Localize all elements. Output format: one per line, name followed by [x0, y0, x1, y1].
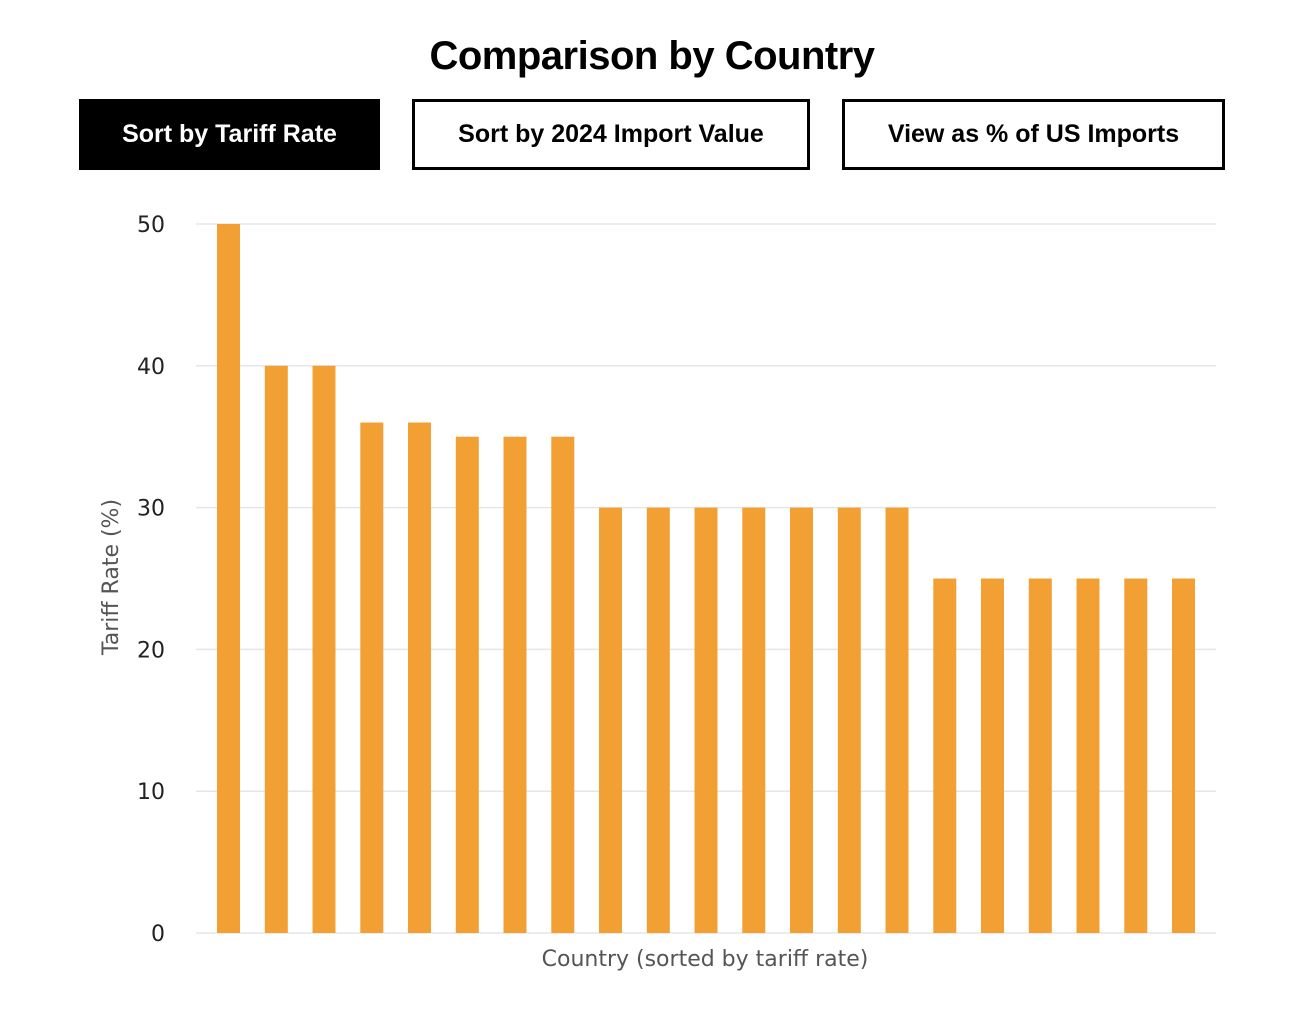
- bar[interactable]: [312, 365, 336, 933]
- bar[interactable]: [885, 507, 909, 933]
- bar[interactable]: [1076, 578, 1100, 934]
- bar[interactable]: [599, 507, 622, 933]
- bar[interactable]: [217, 224, 240, 933]
- bar[interactable]: [790, 507, 813, 933]
- bar[interactable]: [360, 422, 384, 934]
- y-tick-label: 10: [137, 780, 165, 805]
- bar[interactable]: [694, 507, 718, 933]
- bar[interactable]: [933, 578, 957, 934]
- y-axis-ticks: 0 10 20 30 40 50: [137, 213, 165, 947]
- chart-title: Comparison by Country: [429, 34, 875, 78]
- y-tick-label: 20: [137, 638, 165, 663]
- x-axis-label: Country (sorted by tariff rate): [542, 947, 869, 972]
- bar[interactable]: [408, 422, 431, 934]
- bar[interactable]: [1172, 578, 1195, 934]
- y-tick-label: 50: [137, 213, 165, 238]
- bar[interactable]: [981, 578, 1004, 934]
- bar[interactable]: [742, 507, 766, 933]
- bar[interactable]: [1028, 578, 1052, 934]
- bar[interactable]: [455, 436, 479, 933]
- sort-by-tariff-rate-button[interactable]: Sort by Tariff Rate: [79, 99, 380, 170]
- bar[interactable]: [837, 507, 861, 933]
- bar[interactable]: [551, 436, 575, 933]
- y-tick-label: 40: [137, 355, 165, 380]
- view-pct-of-us-imports-button[interactable]: View as % of US Imports: [842, 99, 1225, 170]
- y-tick-label: 30: [137, 497, 165, 522]
- bar[interactable]: [264, 365, 288, 933]
- sort-by-import-value-button[interactable]: Sort by 2024 Import Value: [412, 99, 810, 170]
- bar[interactable]: [646, 507, 670, 933]
- bar[interactable]: [503, 436, 527, 933]
- y-tick-label: 0: [151, 922, 165, 947]
- bar[interactable]: [1124, 578, 1148, 934]
- y-axis-label: Tariff Rate (%): [99, 499, 124, 656]
- bars: [217, 224, 1195, 933]
